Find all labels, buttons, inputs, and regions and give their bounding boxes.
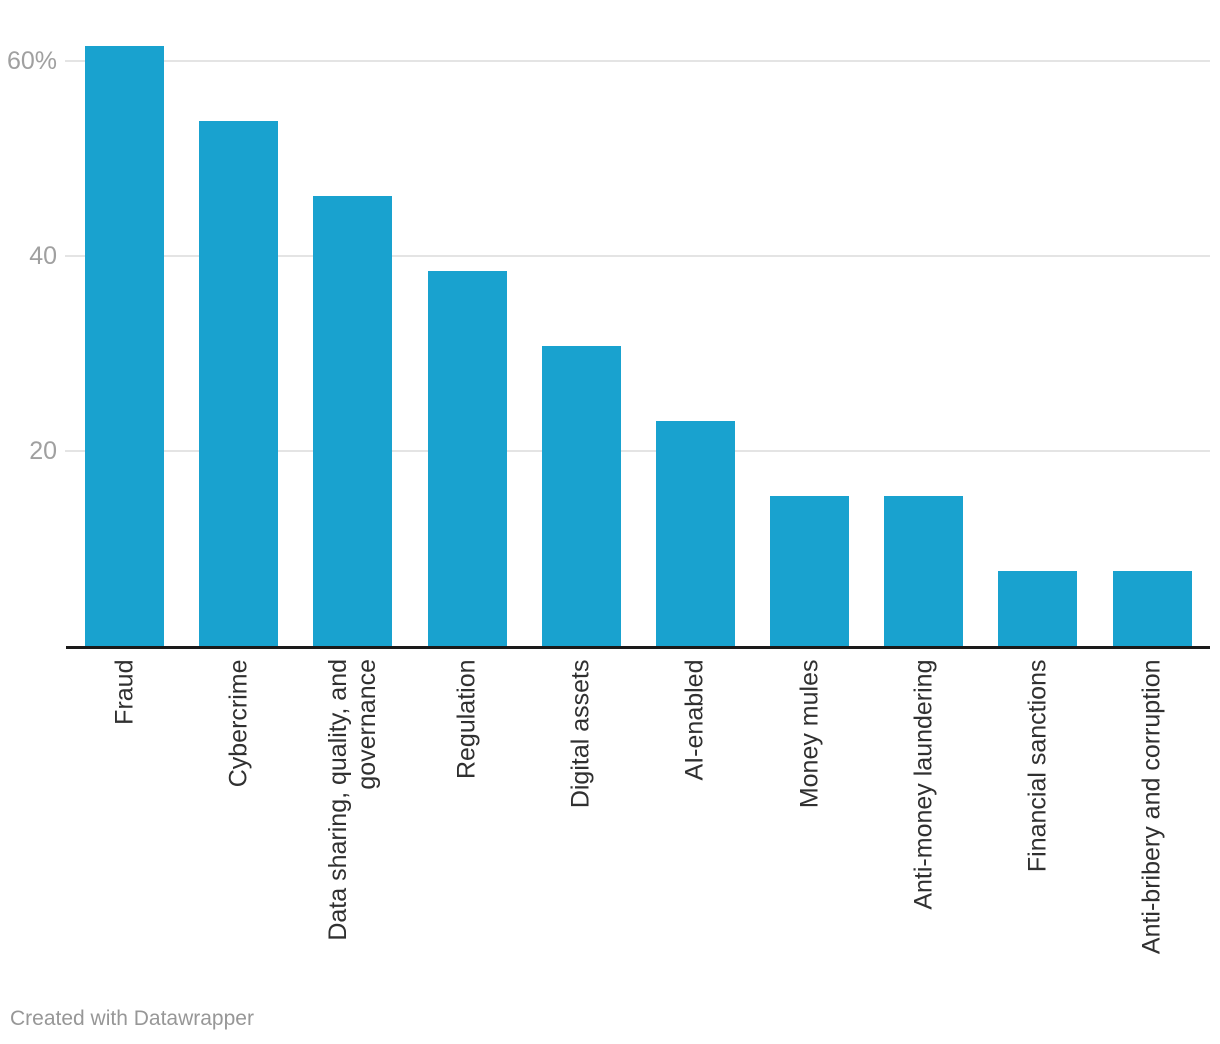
x-axis-label: Digital assets xyxy=(566,659,595,808)
bar xyxy=(199,121,278,646)
y-tick-label: 60% xyxy=(6,47,57,75)
x-axis-label: Cybercrime xyxy=(224,659,253,787)
x-axis-label: Fraud xyxy=(110,659,138,725)
x-axis-label: AI-enabled xyxy=(680,659,709,780)
x-axis-label: Data sharing, quality, and governance xyxy=(323,659,381,941)
x-axis-line xyxy=(66,646,1210,649)
bar xyxy=(656,420,735,646)
bar xyxy=(1113,570,1192,646)
bar xyxy=(85,46,164,646)
bar xyxy=(770,495,849,646)
bar xyxy=(998,570,1077,646)
x-axis-label: Anti-money laundering xyxy=(909,659,938,910)
x-axis-label: Financial sanctions xyxy=(1023,659,1052,872)
x-axis-label: Anti-bribery and corruption xyxy=(1137,659,1166,954)
y-tick-label: 40 xyxy=(29,242,57,270)
bar xyxy=(313,195,392,646)
gridline xyxy=(65,450,1210,452)
bar xyxy=(884,495,963,646)
x-axis-label: Money mules xyxy=(795,659,824,808)
y-tick-label: 20 xyxy=(29,437,57,465)
bar xyxy=(428,270,507,646)
gridline xyxy=(65,60,1210,62)
gridline xyxy=(65,255,1210,257)
bar xyxy=(542,345,621,646)
datawrapper-credit: Created with Datawrapper xyxy=(10,1007,254,1030)
x-axis-label: Regulation xyxy=(452,659,481,779)
